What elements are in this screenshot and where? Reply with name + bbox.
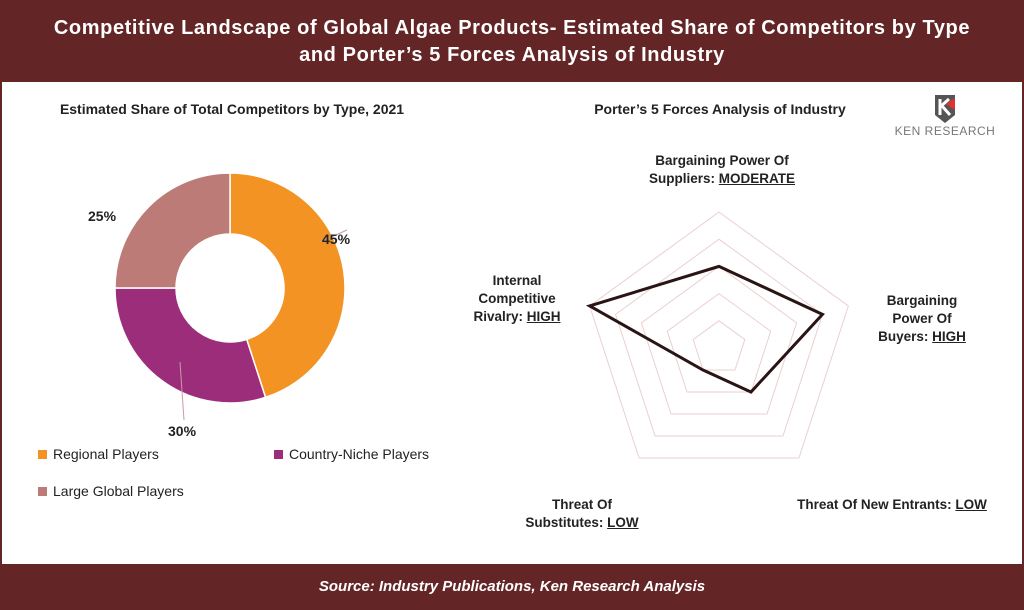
ken-research-logo: KEN RESEARCH [890,94,1000,138]
radar-grid-ring [614,238,824,437]
legend-large-global: Large Global Players [38,483,184,499]
charts-canvas [114,172,849,459]
legend-label: Country-Niche Players [289,446,430,462]
data-label-large-global: 25% [88,208,117,224]
legend-swatch [38,486,47,496]
page-title-line2: and Porter’s 5 Forces Analysis of Indust… [299,44,725,66]
axis-label-rivalry: Internal Competitive Rivalry: HIGH [473,273,561,324]
logo-icon [935,95,955,123]
header: Competitive Landscape of Global Algae Pr… [0,0,1024,82]
logo-text: KEN RESEARCH [894,124,996,138]
radar-grid-ring [666,292,772,393]
radar-grid-ring [589,211,849,459]
legend-swatch [38,449,47,459]
main-panel: Estimated Share of Total Competitors by … [2,82,1022,564]
page-title-line1: Competitive Landscape of Global Algae Pr… [53,17,971,39]
axis-label-new-entrants: Threat Of New Entrants: LOW [797,497,987,512]
legend-regional: Regional Players [38,446,159,462]
legend-label: Large Global Players [53,483,184,499]
donut-slice-2 [114,172,231,289]
legend-swatch [274,449,283,459]
donut-slice-0 [229,172,346,399]
data-label-regional: 45% [322,231,351,247]
radar-grid-ring [640,265,798,415]
leader-line [319,229,348,243]
radar-title: Porter’s 5 Forces Analysis of Industry [594,101,846,117]
donut-title: Estimated Share of Total Competitors by … [59,101,405,117]
radar-grid-ring [692,320,746,371]
legend-country-niche: Country-Niche Players [274,446,429,462]
legend-label: Regional Players [53,446,159,462]
donut-slice-1 [114,287,267,404]
axis-label-buyers: Bargaining Power Of Buyers: HIGH [878,293,966,344]
leader-line [179,361,185,421]
radar-series [585,264,825,394]
axis-label-suppliers: Bargaining Power Of Suppliers: MODERATE [648,153,796,186]
footer-source: Source: Industry Publications, Ken Resea… [318,578,706,595]
axis-label-substitutes: Threat Of Substitutes: LOW [525,497,639,530]
data-label-country-niche: 30% [168,423,197,439]
